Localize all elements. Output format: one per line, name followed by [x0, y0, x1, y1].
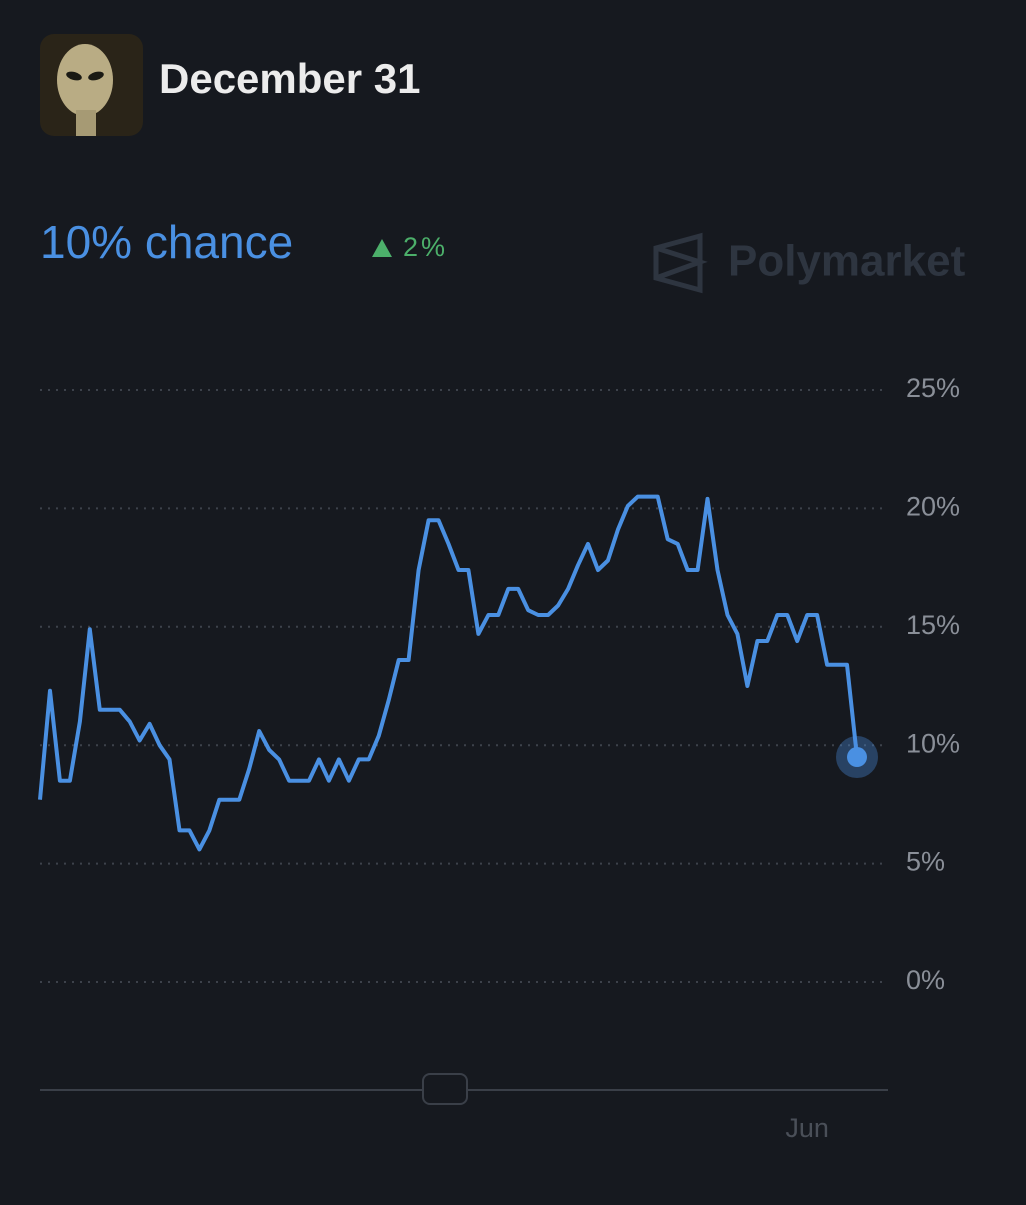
y-tick-label: 10% [906, 728, 960, 758]
avatar [40, 34, 143, 136]
line [38, 494, 859, 852]
change: 2% [403, 232, 448, 262]
headline: 10% chance [40, 216, 293, 268]
y-tick-label: 0% [906, 965, 945, 995]
y-tick-label: 5% [906, 847, 945, 877]
title: December 31 [159, 55, 421, 102]
range-handle[interactable] [422, 1073, 468, 1105]
y-tick-label: 25% [906, 373, 960, 403]
y-tick-label: 15% [906, 610, 960, 640]
brand: Polymarket [728, 237, 966, 286]
x-tick-label: Jun [785, 1113, 829, 1143]
brand-logo [653, 232, 708, 294]
change-arrow [372, 239, 392, 257]
y-tick-label: 20% [906, 492, 960, 522]
last-point [847, 747, 867, 768]
